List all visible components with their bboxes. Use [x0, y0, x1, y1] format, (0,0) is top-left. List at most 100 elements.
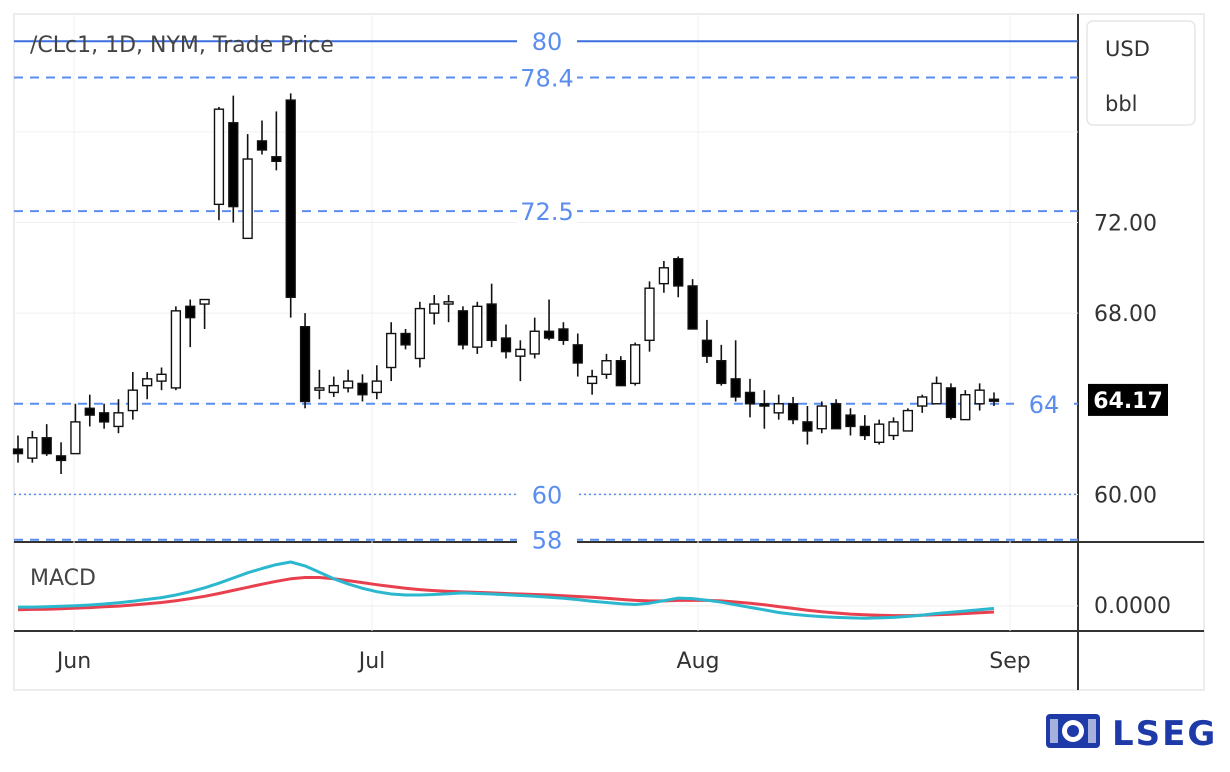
candle — [98, 403, 110, 429]
candle — [386, 322, 397, 382]
candle-body — [256, 140, 268, 151]
candle — [414, 301, 426, 368]
candle-body — [888, 421, 899, 437]
candle — [917, 394, 928, 413]
candle-body — [185, 305, 196, 319]
unit-volume: bbl — [1105, 92, 1138, 116]
candle — [802, 406, 813, 445]
candle-body — [874, 423, 885, 443]
candle — [931, 376, 942, 405]
candle — [601, 353, 612, 379]
candle-body — [299, 326, 311, 403]
candle — [658, 261, 670, 293]
macd-zero-label: 0.0000 — [1094, 594, 1171, 619]
candle-body — [472, 305, 483, 348]
candle — [644, 281, 655, 352]
candle-body — [12, 448, 24, 455]
last-price-label: 64.17 — [1093, 389, 1163, 414]
candle — [701, 319, 713, 363]
candle — [630, 342, 641, 386]
candle — [285, 93, 296, 318]
candle — [142, 372, 153, 400]
candle — [170, 306, 182, 391]
candle-body — [529, 330, 540, 355]
macd-panel — [14, 560, 1078, 620]
candle-body — [917, 396, 928, 407]
candle — [12, 435, 24, 463]
candle — [687, 279, 698, 330]
candle-body — [931, 382, 942, 405]
candle-body — [429, 303, 440, 314]
candle-body — [701, 339, 713, 357]
candle-body — [228, 122, 239, 208]
candle — [113, 399, 124, 434]
candle-body — [357, 382, 368, 396]
macd-label: MACD — [30, 566, 96, 591]
candle — [960, 390, 971, 421]
candle — [328, 376, 339, 397]
candle-body — [802, 421, 813, 432]
candle-body — [974, 389, 985, 405]
candle-body — [572, 344, 583, 364]
candle-body — [730, 378, 741, 398]
candle-body — [486, 303, 497, 342]
candle — [299, 313, 311, 409]
candle-body — [199, 298, 210, 305]
candle — [199, 298, 210, 329]
candle — [830, 399, 842, 430]
candle — [558, 322, 569, 345]
x-tick-label-aug: Aug — [677, 649, 720, 674]
candle-body — [55, 455, 67, 462]
candle-body — [457, 310, 469, 346]
lion-crest-icon — [1046, 714, 1100, 748]
x-axis-labels: Jun Jul Aug Sep — [55, 649, 1031, 674]
level-label-bg — [517, 524, 577, 555]
candle-body — [156, 373, 167, 382]
candle-body — [759, 403, 770, 407]
candle — [486, 283, 497, 348]
candle — [586, 369, 598, 395]
candle — [500, 324, 512, 359]
candle — [945, 383, 957, 420]
candle — [673, 256, 684, 298]
candle-body — [543, 330, 555, 339]
x-tick-label-jun: Jun — [55, 649, 91, 674]
candle-body — [443, 301, 454, 305]
candle — [730, 340, 741, 402]
y-tick-label: 68.00 — [1094, 302, 1157, 327]
candle — [615, 356, 626, 387]
level-label-bg — [517, 479, 577, 510]
candle-body — [845, 414, 856, 428]
candle — [41, 424, 52, 456]
level-label-bg — [517, 196, 577, 227]
candle-body — [615, 360, 626, 387]
candle-body — [601, 360, 612, 376]
candle — [185, 299, 196, 348]
y-axis-labels: 60.00 68.00 72.00 — [1094, 211, 1157, 508]
candle — [314, 369, 325, 400]
candle — [816, 401, 827, 434]
candle-body — [630, 344, 641, 385]
candle-body — [673, 258, 684, 287]
brand-name: LSEG — [1112, 714, 1217, 754]
candle — [572, 333, 583, 377]
candle — [213, 106, 225, 221]
candle-body — [773, 403, 784, 414]
candle — [543, 299, 555, 341]
level-label-58: 58 — [532, 527, 563, 555]
candle-body — [328, 384, 339, 394]
candle — [716, 344, 727, 386]
candle-body — [500, 337, 512, 353]
candle — [400, 328, 411, 350]
candle — [845, 408, 856, 436]
candle — [888, 417, 899, 441]
candle — [902, 408, 914, 432]
level-label-bg — [1014, 388, 1074, 419]
candle — [874, 419, 885, 445]
candle — [256, 120, 268, 155]
candle-body — [371, 380, 382, 394]
candle — [371, 365, 382, 400]
candle-body — [687, 285, 698, 330]
candle-body — [84, 407, 95, 416]
